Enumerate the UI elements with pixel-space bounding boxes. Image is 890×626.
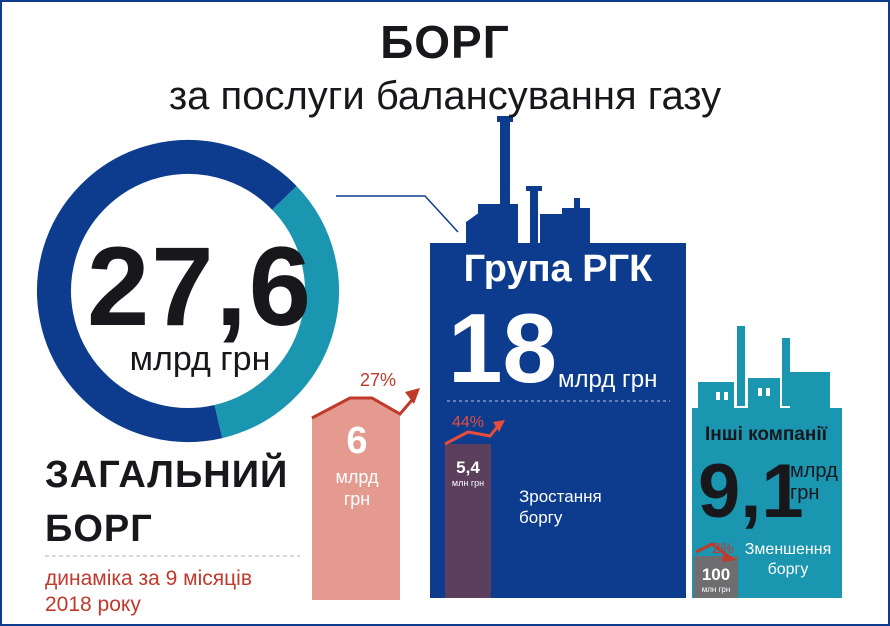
factory-others-icon <box>698 326 830 408</box>
total-growth-bar <box>312 398 400 600</box>
others-decline-label: Зменшення боргу <box>728 540 848 580</box>
rgk-growth-label-line2: боргу <box>519 508 563 527</box>
rgk-growth-value: 5,4 <box>456 458 480 477</box>
leader-line <box>336 195 459 233</box>
total-label-line2: БОРГ <box>45 508 153 550</box>
rgk-unit: млрд грн <box>558 366 658 393</box>
rgk-name: Група РГК <box>463 248 653 290</box>
rgk-growth-percent: 44% <box>452 414 485 431</box>
dynamics-line1: динаміка за 9 місяців <box>45 567 253 590</box>
others-decline-label-line2: боргу <box>767 561 809 578</box>
rgk-growth-bar <box>445 444 491 598</box>
total-growth-unit-line2: грн <box>343 489 371 509</box>
others-unit: млрд грн <box>790 460 838 504</box>
total-growth-unit-line1: млрд <box>335 467 379 487</box>
others-decline-unit: млн грн <box>701 585 731 594</box>
total-donut <box>37 140 339 442</box>
others-decline-label-line1: Зменшення <box>744 541 832 558</box>
total-value: 27,6 <box>87 224 313 349</box>
total-growth-arrow <box>311 396 414 420</box>
others-decline-value: 100 <box>701 565 731 584</box>
total-growth-percent: 27% <box>360 370 397 390</box>
rgk-growth-arrow <box>444 425 500 446</box>
others-decline-bar <box>694 556 738 598</box>
rgk-growth-label: Зростання боргу <box>519 486 602 528</box>
dynamics-label: динаміка за 9 місяців 2018 року <box>45 566 252 618</box>
total-label: ЗАГАЛЬНИЙ БОРГ <box>45 448 288 556</box>
others-unit-line1: млрд <box>790 460 838 482</box>
others-unit-line2: грн <box>790 482 820 504</box>
others-decline-percent: 2% <box>712 540 734 557</box>
total-growth-arrow-head <box>405 388 420 404</box>
others-decline-arrow-head <box>722 551 736 562</box>
dynamics-line2: 2018 року <box>45 593 141 616</box>
rgk-value: 18 <box>448 293 558 403</box>
factory-others-windows <box>716 388 770 400</box>
total-unit: млрд грн <box>129 340 271 378</box>
others-value: 9,1 <box>698 449 804 534</box>
total-growth-value: 6 <box>346 420 368 462</box>
others-decline-arrow <box>695 542 729 558</box>
total-growth-unit: млрд грн <box>314 466 400 510</box>
page-subtitle: за послуги балансування газу <box>168 74 722 118</box>
rgk-growth-label-line1: Зростання <box>519 487 602 506</box>
total-label-line1: ЗАГАЛЬНИЙ <box>45 454 289 496</box>
factory-rgk-icon <box>466 116 590 244</box>
donut-segment-others <box>214 186 339 439</box>
page-title: БОРГ <box>380 16 510 68</box>
rgk-growth-arrow-head <box>493 420 505 432</box>
others-name: Інші компанії <box>705 424 827 445</box>
donut-segment-rgk <box>37 140 297 442</box>
rgk-growth-unit: млн грн <box>451 478 485 488</box>
